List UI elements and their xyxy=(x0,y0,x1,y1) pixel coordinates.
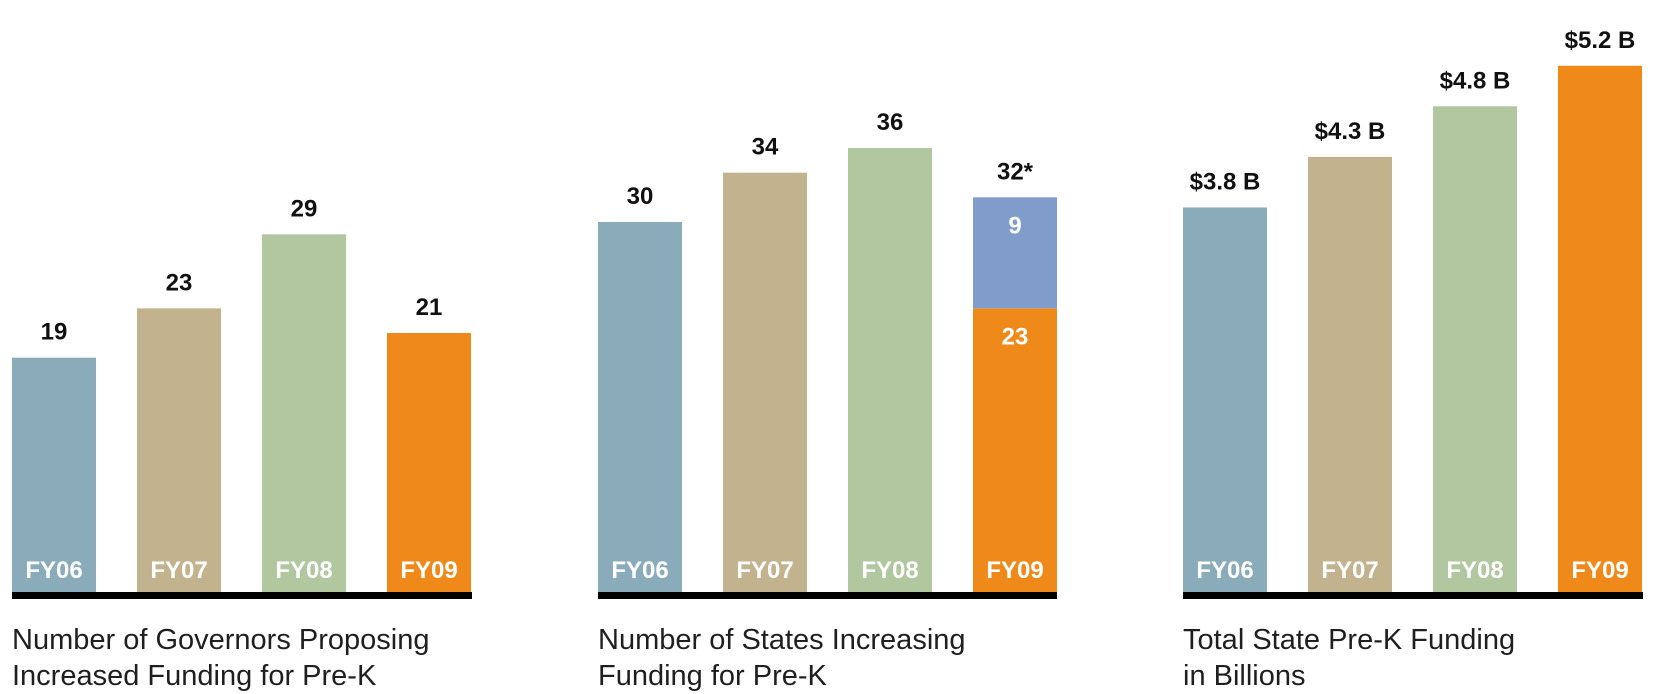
chart-1-caption-line-2: Increased Funding for Pre-K xyxy=(12,660,377,692)
chart-3-caption-line-1: Total State Pre-K Funding xyxy=(1183,624,1516,656)
chart-2-caption-line-2: Funding for Pre-K xyxy=(598,660,827,692)
chart-2-value-label-fy08: 36 xyxy=(877,109,904,136)
chart-2-caption: Number of States Increasing Funding for … xyxy=(598,622,966,694)
chart-3-category-label-fy06: FY06 xyxy=(1196,557,1253,584)
chart-3-value-label-fy07: $4.3 B xyxy=(1315,118,1386,145)
chart-1-value-label-fy07: 23 xyxy=(166,269,193,296)
chart-3-category-label-fy08: FY08 xyxy=(1446,557,1503,584)
chart-1-baseline xyxy=(12,592,472,599)
chart-2-value-label-fy07: 34 xyxy=(752,134,779,161)
chart-3-bar-fy07 xyxy=(1308,156,1392,592)
chart-3-bar-fy09 xyxy=(1558,65,1642,593)
chart-3-value-label-fy09: $5.2 B xyxy=(1565,27,1636,54)
chart-1-value-label-fy06: 19 xyxy=(41,319,68,346)
chart-1-caption: Number of Governors Proposing Increased … xyxy=(12,622,429,694)
chart-3-baseline xyxy=(1183,592,1643,599)
chart-1-bar-fy06 xyxy=(12,357,96,592)
chart-3-bar-fy08 xyxy=(1433,106,1517,592)
chart-1-caption-line-1: Number of Governors Proposing xyxy=(12,624,430,656)
chart-3-caption: Total State Pre-K Funding in Billions xyxy=(1183,622,1515,694)
chart-2-value-label-fy06: 30 xyxy=(627,183,654,210)
chart-2-baseline xyxy=(598,592,1057,599)
chart-1-bar-fy07 xyxy=(137,308,221,592)
chart-1-category-label-fy09: FY09 xyxy=(400,557,457,584)
chart-2-caption-line-1: Number of States Increasing xyxy=(598,624,966,656)
chart-2-bar-fy07-segment-1 xyxy=(723,172,807,592)
chart-2-category-label-fy09: FY09 xyxy=(986,557,1043,584)
chart-1-category-label-fy08: FY08 xyxy=(275,557,332,584)
chart-1-bar-fy08 xyxy=(262,234,346,593)
chart-3-value-label-fy08: $4.8 B xyxy=(1440,67,1511,94)
chart-1-bar-fy09 xyxy=(387,333,471,592)
chart-2-value-label-fy09: 32* xyxy=(997,158,1034,185)
chart-1-category-label-fy07: FY07 xyxy=(150,557,207,584)
chart-2-bar-fy09-segment-2 xyxy=(973,197,1057,309)
chart-2-bar-fy06-segment-1 xyxy=(598,222,682,592)
chart-1-category-label-fy06: FY06 xyxy=(25,557,82,584)
chart-1-value-label-fy08: 29 xyxy=(291,195,318,222)
chart-2-bar-fy09-segment-1 xyxy=(973,308,1057,592)
chart-2-bar-fy08-segment-1 xyxy=(848,148,932,592)
chart-3-value-label-fy06: $3.8 B xyxy=(1190,168,1261,195)
chart-2-category-label-fy08: FY08 xyxy=(861,557,918,584)
chart-2-category-label-fy06: FY06 xyxy=(611,557,668,584)
chart-3-category-label-fy07: FY07 xyxy=(1321,557,1378,584)
chart-2-segment-label-fy09-1: 23 xyxy=(1002,323,1029,350)
chart-2-category-label-fy07: FY07 xyxy=(736,557,793,584)
chart-3-category-label-fy09: FY09 xyxy=(1571,557,1628,584)
chart-2-segment-label-fy09-2: 9 xyxy=(1008,212,1021,239)
chart-1-value-label-fy09: 21 xyxy=(416,294,443,321)
chart-3-caption-line-2: in Billions xyxy=(1183,660,1306,692)
chart-3-bar-fy06 xyxy=(1183,207,1267,592)
